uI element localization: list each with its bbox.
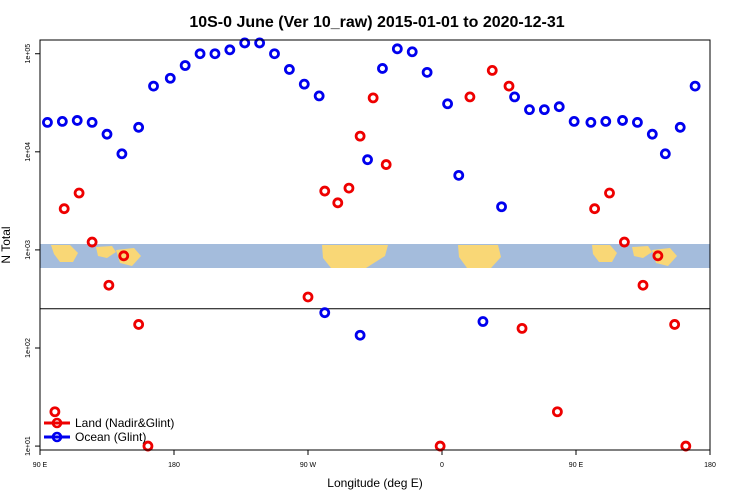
ocean-point xyxy=(116,148,128,160)
land-point xyxy=(118,250,130,262)
y-tick-label: 1e+03 xyxy=(25,240,32,260)
legend-land-label: Land (Nadir&Glint) xyxy=(75,416,174,430)
ocean-point xyxy=(194,48,206,60)
y-tick-label: 1e+05 xyxy=(25,44,32,64)
map-strip xyxy=(40,244,710,268)
ocean-point xyxy=(453,169,465,181)
ocean-point xyxy=(477,316,489,327)
ocean-point xyxy=(524,104,535,116)
legend-ocean-marker xyxy=(51,431,63,443)
legend-ocean-label: Ocean (Glint) xyxy=(75,430,146,444)
ocean-point xyxy=(585,116,597,128)
ocean-point xyxy=(354,329,366,341)
ocean-point xyxy=(496,201,507,213)
chart-title: 10S-0 June (Ver 10_raw) 2015-01-01 to 20… xyxy=(189,14,564,31)
land-patch-africa xyxy=(458,245,501,268)
ocean-point xyxy=(42,116,53,128)
ocean-point xyxy=(239,37,251,49)
land-point xyxy=(302,291,314,303)
legend: Land (Nadir&Glint) Ocean (Glint) xyxy=(44,416,174,444)
x-tick-label: 180 xyxy=(704,462,716,469)
ocean-point xyxy=(377,63,388,74)
x-axis-label: Longitude (deg E) xyxy=(327,476,422,490)
y-tick-label: 1e+01 xyxy=(25,436,32,456)
ocean-point xyxy=(568,116,580,127)
ocean-point xyxy=(509,91,520,103)
ocean-point xyxy=(362,154,373,166)
x-tick-label: 90 E xyxy=(569,462,584,469)
land-patch-south-america xyxy=(322,245,388,268)
plot-frame xyxy=(39,39,711,451)
y-axis: 1e+01 1e+02 1e+03 1e+04 1e+05 xyxy=(25,44,40,456)
land-point xyxy=(652,250,664,262)
land-point xyxy=(103,279,115,291)
ocean-point xyxy=(269,48,280,60)
x-tick-label: 90 E xyxy=(33,462,48,469)
ocean-point xyxy=(148,80,159,92)
x-tick-label: 0 xyxy=(440,462,444,469)
ocean-point xyxy=(319,307,331,319)
y-tick-label: 1e+02 xyxy=(25,338,32,358)
ocean-point xyxy=(313,90,325,102)
land-point xyxy=(516,322,528,334)
ocean-point xyxy=(298,78,310,90)
land-point xyxy=(464,91,476,103)
ocean-point xyxy=(283,64,295,75)
ocean-point xyxy=(56,116,68,127)
land-patch-maritime-east-mid xyxy=(632,246,652,258)
land-point xyxy=(367,92,379,104)
ocean-point xyxy=(254,37,266,49)
ocean-point xyxy=(659,148,671,160)
ocean-point xyxy=(224,44,236,56)
land-point xyxy=(589,203,601,215)
ocean-point xyxy=(632,116,643,128)
land-point xyxy=(86,236,98,248)
y-tick-label: 1e+04 xyxy=(25,142,32,162)
land-point xyxy=(73,187,85,199)
x-tick-label: 90 W xyxy=(300,462,317,469)
land-patch-maritime-west xyxy=(51,245,78,262)
y-axis-label: N Total xyxy=(0,226,13,263)
land-point xyxy=(332,197,344,209)
land-point xyxy=(486,65,498,76)
ocean-point xyxy=(133,121,145,133)
land-point xyxy=(669,319,681,330)
ocean-point xyxy=(209,48,221,60)
ocean-point xyxy=(553,101,565,113)
land-point xyxy=(618,236,630,248)
ocean-point xyxy=(421,66,433,78)
x-tick-label: 180 xyxy=(168,462,180,469)
land-point xyxy=(551,406,563,418)
ocean-point xyxy=(406,46,418,58)
land-point xyxy=(319,185,331,197)
land-point xyxy=(133,319,145,330)
legend-land-marker xyxy=(51,417,63,429)
ocean-point xyxy=(164,72,176,84)
ocean-point xyxy=(689,80,701,92)
ocean-point xyxy=(391,43,403,55)
land-point xyxy=(380,159,392,170)
land-point xyxy=(503,80,515,92)
ocean-point xyxy=(646,128,658,140)
ocean-point xyxy=(86,116,98,128)
land-point xyxy=(354,130,366,142)
ocean-point xyxy=(617,115,628,126)
land-patch-maritime-east-west xyxy=(592,245,617,262)
land-patch-maritime-mid xyxy=(96,246,116,258)
land-point xyxy=(58,203,70,215)
data-points xyxy=(42,37,701,452)
ocean-point xyxy=(71,115,83,126)
land-point xyxy=(637,279,649,291)
land-point xyxy=(49,406,61,418)
land-point xyxy=(343,182,355,194)
land-point xyxy=(604,187,615,199)
ocean-point xyxy=(600,116,612,127)
ocean-point xyxy=(101,128,113,140)
ocean-point xyxy=(179,60,191,71)
ocean-point xyxy=(538,104,550,116)
ocean-point xyxy=(442,98,453,110)
ocean-point xyxy=(674,121,686,133)
